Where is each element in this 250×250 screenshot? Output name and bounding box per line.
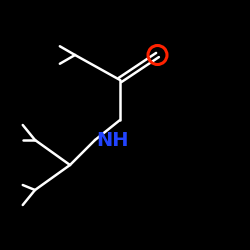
Text: NH: NH [96, 130, 129, 150]
